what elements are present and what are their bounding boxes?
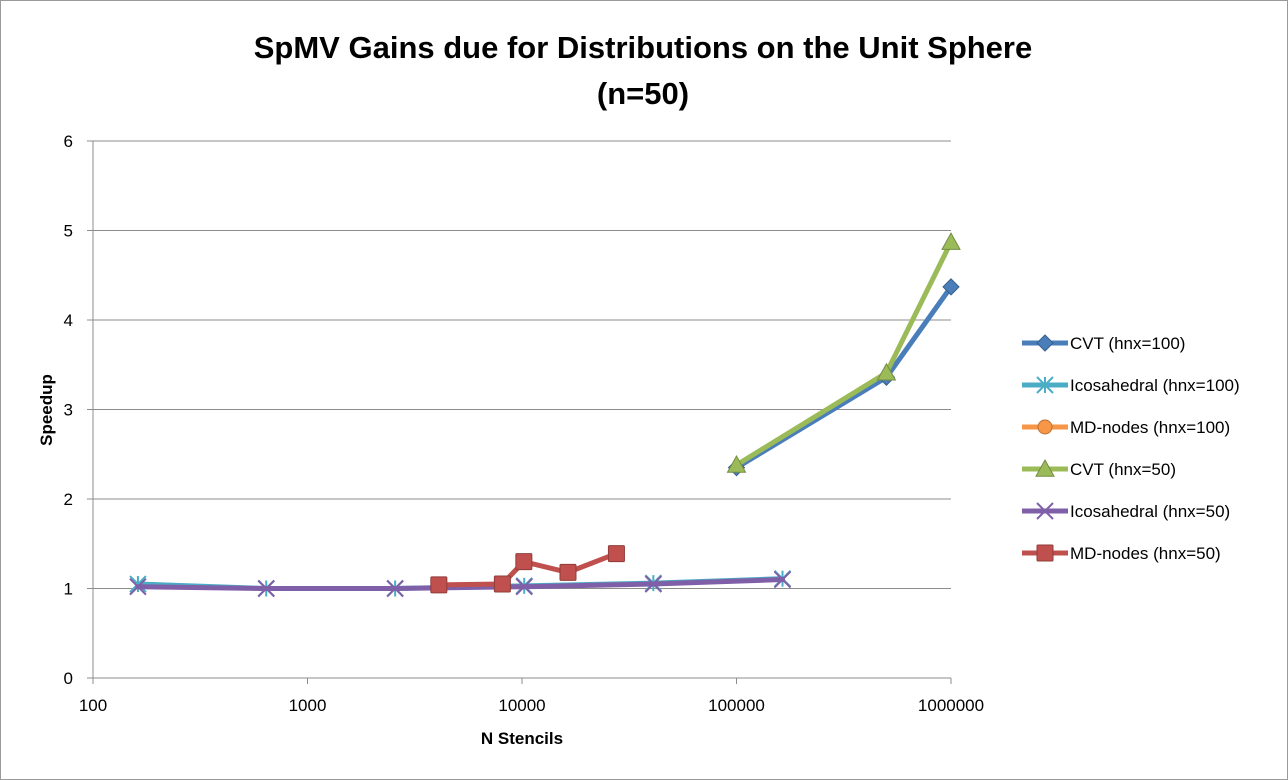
axes bbox=[87, 140, 952, 684]
data-point bbox=[430, 576, 448, 594]
x-tick-label: 1000 bbox=[289, 696, 327, 715]
series-icosahedral-hnx-50- bbox=[129, 570, 792, 598]
data-point bbox=[493, 575, 511, 593]
data-point bbox=[644, 575, 663, 593]
y-tick-label: 4 bbox=[64, 311, 73, 330]
x-tick-label: 100 bbox=[79, 696, 107, 715]
series-md-nodes-hnx-50- bbox=[430, 545, 625, 594]
data-point bbox=[386, 579, 404, 598]
square-marker bbox=[430, 576, 448, 594]
x-marker-stroke bbox=[386, 579, 404, 598]
legend-label: Icosahedral (hnx=100) bbox=[1070, 376, 1240, 395]
data-point bbox=[129, 578, 147, 596]
y-tick-label: 6 bbox=[64, 132, 73, 151]
diamond-marker bbox=[1036, 334, 1054, 352]
y-tick-labels: 0 1 2 3 4 5 6 bbox=[64, 132, 73, 688]
square-marker bbox=[493, 575, 511, 593]
square-marker bbox=[559, 563, 577, 581]
legend-item: MD-nodes (hnx=100) bbox=[1022, 418, 1230, 437]
x-marker-stroke bbox=[257, 579, 275, 598]
x-marker-stroke bbox=[644, 575, 663, 593]
data-point bbox=[607, 545, 625, 563]
x-marker-stroke bbox=[129, 578, 147, 596]
triangle-marker bbox=[941, 232, 961, 250]
legend-item: MD-nodes (hnx=50) bbox=[1022, 544, 1221, 563]
x-marker-stroke bbox=[1036, 502, 1054, 520]
legend-item: CVT (hnx=100) bbox=[1022, 334, 1185, 353]
data-point bbox=[1036, 376, 1054, 394]
chart-subtitle: (n=50) bbox=[597, 76, 689, 111]
data-point bbox=[1036, 334, 1054, 352]
data-point bbox=[1036, 502, 1054, 520]
legend-item: CVT (hnx=50) bbox=[1022, 458, 1176, 479]
x-marker-stroke bbox=[773, 570, 792, 589]
legend-label: CVT (hnx=100) bbox=[1070, 334, 1185, 353]
data-point bbox=[1035, 458, 1055, 477]
legend: CVT (hnx=100) Icosahedral (hnx=100) MD-nod… bbox=[1022, 334, 1240, 563]
legend-item: Icosahedral (hnx=100) bbox=[1022, 376, 1240, 395]
x-axis-title: N Stencils bbox=[481, 729, 563, 748]
square-marker bbox=[1036, 544, 1054, 562]
legend-label: Icosahedral (hnx=50) bbox=[1070, 502, 1230, 521]
square-marker bbox=[515, 553, 533, 571]
x-tick-labels: 100 1000 10000 100000 1000000 bbox=[79, 696, 984, 715]
data-point bbox=[129, 575, 147, 593]
data-point bbox=[257, 579, 275, 598]
diamond-marker bbox=[942, 278, 960, 296]
series-line bbox=[734, 239, 954, 468]
y-tick-label: 1 bbox=[64, 580, 73, 599]
legend-item: Icosahedral (hnx=50) bbox=[1022, 502, 1230, 521]
x-marker-stroke bbox=[515, 578, 533, 596]
data-point bbox=[876, 362, 897, 381]
circle-marker bbox=[1037, 419, 1053, 435]
gridlines bbox=[93, 140, 951, 589]
data-point bbox=[515, 553, 533, 571]
x-tick-label: 1000000 bbox=[918, 696, 984, 715]
data-point bbox=[1036, 544, 1054, 562]
legend-label: MD-nodes (hnx=50) bbox=[1070, 544, 1221, 563]
series-line bbox=[734, 284, 954, 471]
triangle-marker bbox=[1035, 458, 1055, 477]
data-point bbox=[515, 578, 533, 596]
x-tick-label: 10000 bbox=[498, 696, 545, 715]
x-tick-label: 100000 bbox=[708, 696, 765, 715]
series-line bbox=[135, 577, 785, 591]
chart-title: SpMV Gains due for Distributions on the … bbox=[254, 30, 1032, 65]
y-axis-title: Speedup bbox=[37, 374, 56, 446]
y-tick-label: 2 bbox=[64, 490, 73, 509]
data-point bbox=[942, 278, 960, 296]
triangle-marker bbox=[876, 362, 897, 381]
y-tick-label: 3 bbox=[64, 401, 73, 420]
data-point bbox=[559, 563, 577, 581]
series-lines bbox=[129, 232, 961, 598]
data-point bbox=[726, 454, 747, 473]
y-tick-label: 5 bbox=[64, 222, 73, 241]
legend-label: CVT (hnx=50) bbox=[1070, 460, 1176, 479]
data-point bbox=[1037, 419, 1053, 435]
square-marker bbox=[607, 545, 625, 563]
legend-label: MD-nodes (hnx=100) bbox=[1070, 418, 1230, 437]
triangle-marker bbox=[726, 454, 747, 473]
data-point bbox=[941, 232, 961, 250]
series-cvt-hnx-50- bbox=[726, 232, 961, 473]
data-point bbox=[773, 570, 792, 589]
y-tick-label: 0 bbox=[64, 669, 73, 688]
